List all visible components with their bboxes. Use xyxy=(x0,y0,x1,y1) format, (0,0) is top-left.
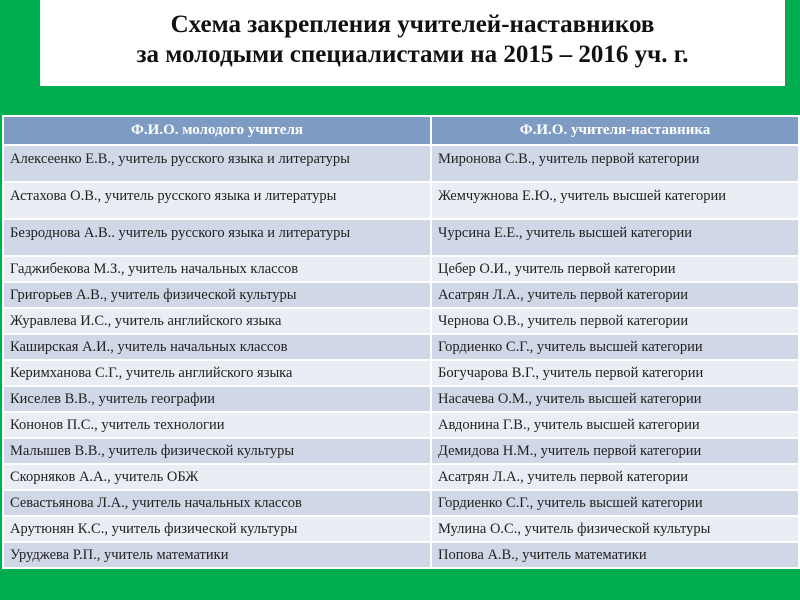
young-teacher-cell: Гаджибекова М.З., учитель начальных клас… xyxy=(2,255,432,283)
table-row: Севастьянова Л.А., учитель начальных кла… xyxy=(2,489,800,517)
table-header-row: Ф.И.О. молодого учителя Ф.И.О. учителя-н… xyxy=(2,115,800,146)
table-row: Киселев В.В., учитель географии Насачева … xyxy=(2,385,800,413)
table-row: Арутюнян К.С., учитель физической культу… xyxy=(2,515,800,543)
young-teacher-cell: Григорьев А.В., учитель физической культ… xyxy=(2,281,432,309)
mentor-cell: Асатрян Л.А., учитель первой категории xyxy=(430,463,800,491)
mentor-cell: Гордиенко С.Г., учитель высшей категории xyxy=(430,333,800,361)
slide-title: Схема закрепления учителей-наставников з… xyxy=(40,0,785,86)
young-teacher-cell: Керимханова С.Г., учитель английского яз… xyxy=(2,359,432,387)
mentor-cell: Гордиенко С.Г., учитель высшей категории xyxy=(430,489,800,517)
young-teacher-cell: Киселев В.В., учитель географии xyxy=(2,385,432,413)
young-teacher-cell: Кононов П.С., учитель технологии xyxy=(2,411,432,439)
mentor-cell: Жемчужнова Е.Ю., учитель высшей категори… xyxy=(430,181,800,220)
table-row: Каширская А.И., учитель начальных классо… xyxy=(2,333,800,361)
mentor-cell: Миронова С.В., учитель первой категории xyxy=(430,144,800,183)
young-teacher-cell: Каширская А.И., учитель начальных классо… xyxy=(2,333,432,361)
header-mentor: Ф.И.О. учителя-наставника xyxy=(430,115,800,146)
young-teacher-cell: Астахова О.В., учитель русского языка и … xyxy=(2,181,432,220)
title-line-2: за молодыми специалистами на 2015 – 2016… xyxy=(136,41,689,68)
mentor-cell: Богучарова В.Г., учитель первой категори… xyxy=(430,359,800,387)
young-teacher-cell: Журавлева И.С., учитель английского язык… xyxy=(2,307,432,335)
table-row: Журавлева И.С., учитель английского язык… xyxy=(2,307,800,335)
table-row: Кононов П.С., учитель технологии Авдонина… xyxy=(2,411,800,439)
young-teacher-cell: Малышев В.В., учитель физической культур… xyxy=(2,437,432,465)
mentor-cell: Авдонина Г.В., учитель высшей категории xyxy=(430,411,800,439)
mentor-cell: Попова А.В., учитель математики xyxy=(430,541,800,569)
table-row: Астахова О.В., учитель русского языка и … xyxy=(2,181,800,220)
mentor-cell: Чурсина Е.Е., учитель высшей категории xyxy=(430,218,800,257)
mentor-cell: Цебер О.И., учитель первой категории xyxy=(430,255,800,283)
mentor-cell: Насачева О.М., учитель высшей категории xyxy=(430,385,800,413)
table-row: Малышев В.В., учитель физической культур… xyxy=(2,437,800,465)
mentor-cell: Асатрян Л.А., учитель первой категории xyxy=(430,281,800,309)
table-row: Безроднова А.В.. учитель русского языка … xyxy=(2,218,800,257)
mentor-cell: Чернова О.В., учитель первой категории xyxy=(430,307,800,335)
young-teacher-cell: Арутюнян К.С., учитель физической культу… xyxy=(2,515,432,543)
young-teacher-cell: Безроднова А.В.. учитель русского языка … xyxy=(2,218,432,257)
young-teacher-cell: Уруджева Р.П., учитель математики xyxy=(2,541,432,569)
mentor-cell: Демидова Н.М., учитель первой категории xyxy=(430,437,800,465)
young-teacher-cell: Скорняков А.А., учитель ОБЖ xyxy=(2,463,432,491)
young-teacher-cell: Алексеенко Е.В., учитель русского языка … xyxy=(2,144,432,183)
table-row: Гаджибекова М.З., учитель начальных клас… xyxy=(2,255,800,283)
mentor-cell: Мулина О.С., учитель физической культуры xyxy=(430,515,800,543)
young-teacher-cell: Севастьянова Л.А., учитель начальных кла… xyxy=(2,489,432,517)
table-row: Уруджева Р.П., учитель математики Попова … xyxy=(2,541,800,569)
table-row: Алексеенко Е.В., учитель русского языка … xyxy=(2,144,800,183)
table-row: Керимханова С.Г., учитель английского яз… xyxy=(2,359,800,387)
mentor-table: Ф.И.О. молодого учителя Ф.И.О. учителя-н… xyxy=(2,115,800,569)
table-row: Григорьев А.В., учитель физической культ… xyxy=(2,281,800,309)
table-row: Скорняков А.А., учитель ОБЖ Асатрян Л.А.,… xyxy=(2,463,800,491)
header-young-teacher: Ф.И.О. молодого учителя xyxy=(2,115,432,146)
title-line-1: Схема закрепления учителей-наставников xyxy=(170,11,655,38)
